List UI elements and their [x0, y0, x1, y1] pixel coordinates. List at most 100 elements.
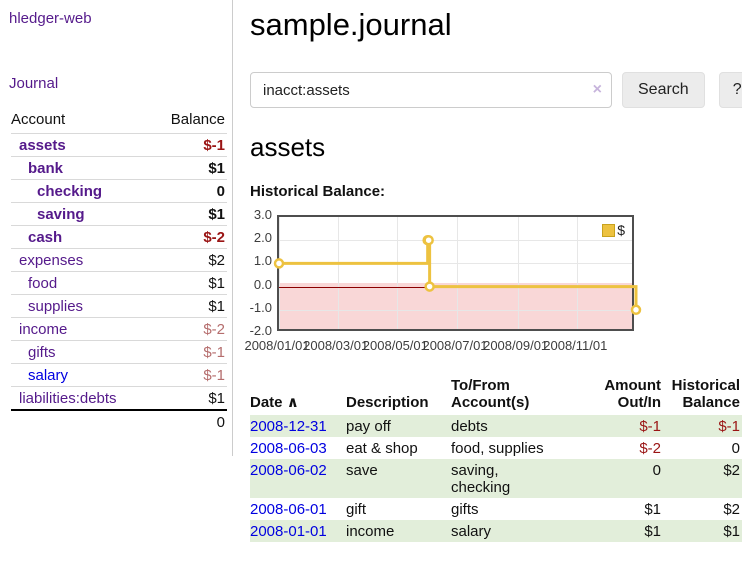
register-row: 2008-12-31 pay off debts $-1 $-1 [250, 415, 742, 437]
help-button[interactable]: ? [718, 72, 742, 108]
chart-gridline-vertical [577, 217, 579, 329]
account-link-expenses[interactable]: expenses [19, 251, 84, 269]
account-balance: 0 [152, 179, 227, 203]
account-link-liabilities-debts[interactable]: liabilities:debts [19, 389, 117, 407]
account-heading: assets [250, 132, 326, 162]
transaction-description: pay off [346, 417, 391, 435]
legend-label: $ [617, 222, 625, 238]
transaction-date-link[interactable]: 2008-12-31 [250, 417, 327, 435]
data-point [424, 281, 435, 292]
clear-search-icon[interactable]: × [592, 81, 602, 98]
chart-x-tick-label: 2008/03/01 [303, 338, 369, 353]
account-link-assets[interactable]: assets [19, 136, 66, 154]
chart-y-tick-label: -2.0 [249, 323, 272, 338]
register-header-amount: Amount Out/In [604, 377, 661, 411]
account-row-salary: salary $-1 [11, 363, 227, 387]
chart-y-tick-label: 3.0 [253, 207, 272, 222]
chart-gridline-horizontal [279, 240, 632, 242]
register-row: 2008-01-01 income salary $1 $1 [250, 520, 742, 542]
search-button[interactable]: Search [622, 72, 705, 108]
chart-gridline-vertical [457, 217, 458, 329]
accounts-header-row: Account Balance [11, 109, 227, 134]
transaction-amount: $1 [644, 522, 661, 540]
account-balance: $1 [152, 156, 227, 180]
data-point [630, 304, 642, 316]
register-header-row: Date ∧ Description To/From Account(s) Am… [250, 374, 742, 415]
account-row-food: food $1 [11, 271, 227, 295]
account-row-supplies: supplies $1 [11, 294, 227, 318]
account-link-cash[interactable]: cash [28, 228, 63, 246]
transaction-date-link[interactable]: 2008-06-02 [250, 461, 327, 479]
transaction-accounts: salary [451, 522, 492, 540]
transaction-date-link[interactable]: 2008-06-03 [250, 439, 327, 457]
account-balance: $2 [152, 248, 227, 272]
account-row-cash: cash $-2 [11, 225, 227, 249]
main-panel: sample.journal × Search ? assets Histori… [234, 0, 742, 542]
account-balance: $-2 [152, 225, 227, 249]
account-link-supplies[interactable]: supplies [28, 297, 84, 315]
transaction-amount: $-2 [639, 439, 661, 457]
register-header-description: Description [346, 394, 429, 411]
account-row-bank: bank $1 [11, 156, 227, 180]
chart-title: Historical Balance: [250, 183, 386, 200]
register-row: 2008-06-01 gift gifts $1 $2 [250, 498, 742, 520]
transaction-amount: $-1 [639, 417, 661, 435]
chart-gridline-horizontal [279, 263, 632, 265]
chart-x-tick-label: 2008/11/01 [543, 338, 608, 353]
chart-y-tick-label: 0.0 [253, 276, 272, 292]
account-link-saving[interactable]: saving [37, 205, 85, 223]
account-balance: $-1 [152, 340, 227, 364]
account-link-salary[interactable]: salary [28, 366, 69, 384]
chart-y-tick-label: 1.0 [253, 253, 272, 269]
account-row-gifts: gifts $-1 [11, 340, 227, 364]
register-header-balance: Historical Balance [671, 377, 740, 411]
page-title: sample.journal [250, 7, 452, 42]
transaction-description: income [346, 522, 395, 540]
chart-gridline-vertical [337, 217, 339, 329]
chart-gridline-vertical [517, 217, 519, 329]
account-link-checking[interactable]: checking [37, 182, 103, 200]
register-header-date[interactable]: Date ∧ [250, 394, 299, 411]
account-link-income[interactable]: income [19, 320, 68, 338]
chart-plot: $ [273, 215, 642, 331]
accounts-table: Account Balance assets $-1 bank $1 check… [11, 109, 227, 433]
sidebar-item-journal[interactable]: Journal [9, 75, 59, 92]
register-row: 2008-06-03 eat & shop food, supplies $-2… [250, 437, 742, 459]
account-balance: $1 [152, 271, 227, 295]
accounts-total-row: 0 [11, 409, 227, 433]
account-balance: $-1 [152, 363, 227, 387]
account-link-gifts[interactable]: gifts [28, 343, 56, 361]
historical-balance-chart: $ 2008/01/01 2008/03/01 2008/05/01 2008/07/… [244, 207, 730, 359]
search-form: × Search ? [250, 72, 742, 108]
account-balance: $1 [152, 294, 227, 318]
transaction-accounts: saving, checking [451, 461, 511, 496]
search-input[interactable] [250, 72, 612, 108]
account-row-assets: assets $-1 [11, 133, 227, 157]
register-table: Date ∧ Description To/From Account(s) Am… [250, 374, 742, 542]
chart-gridline-vertical [397, 217, 399, 329]
chart-x-tick-label: 2008/01/01 [244, 338, 310, 353]
account-balance: $-2 [152, 317, 227, 341]
transaction-accounts: gifts [451, 500, 479, 518]
register-row: 2008-06-02 save saving, checking 0 $2 [250, 459, 742, 498]
accounts-total-value: 0 [152, 409, 227, 433]
account-link-food[interactable]: food [28, 274, 58, 292]
register-header-accounts: To/From Account(s) [451, 377, 530, 411]
chart-legend: $ [600, 221, 627, 239]
account-row-expenses: expenses $2 [11, 248, 227, 272]
account-balance: $1 [152, 202, 227, 226]
legend-swatch [602, 223, 616, 237]
transaction-date-link[interactable]: 2008-01-01 [250, 522, 327, 540]
app-title-link[interactable]: hledger-web [9, 10, 92, 27]
transaction-balance: $2 [723, 461, 740, 479]
transaction-description: eat & shop [346, 439, 418, 457]
account-balance: $-1 [152, 133, 227, 157]
transaction-balance: $2 [723, 500, 740, 518]
chart-y-tick-label: 2.0 [253, 230, 272, 246]
accounts-header-account: Account [11, 111, 66, 128]
sidebar: hledger-web Journal Account Balance asse… [0, 0, 233, 456]
account-link-bank[interactable]: bank [28, 159, 64, 177]
transaction-date-link[interactable]: 2008-06-01 [250, 500, 327, 518]
transaction-balance: $-1 [718, 417, 740, 435]
chart-y-tick-label: -1.0 [249, 299, 272, 315]
